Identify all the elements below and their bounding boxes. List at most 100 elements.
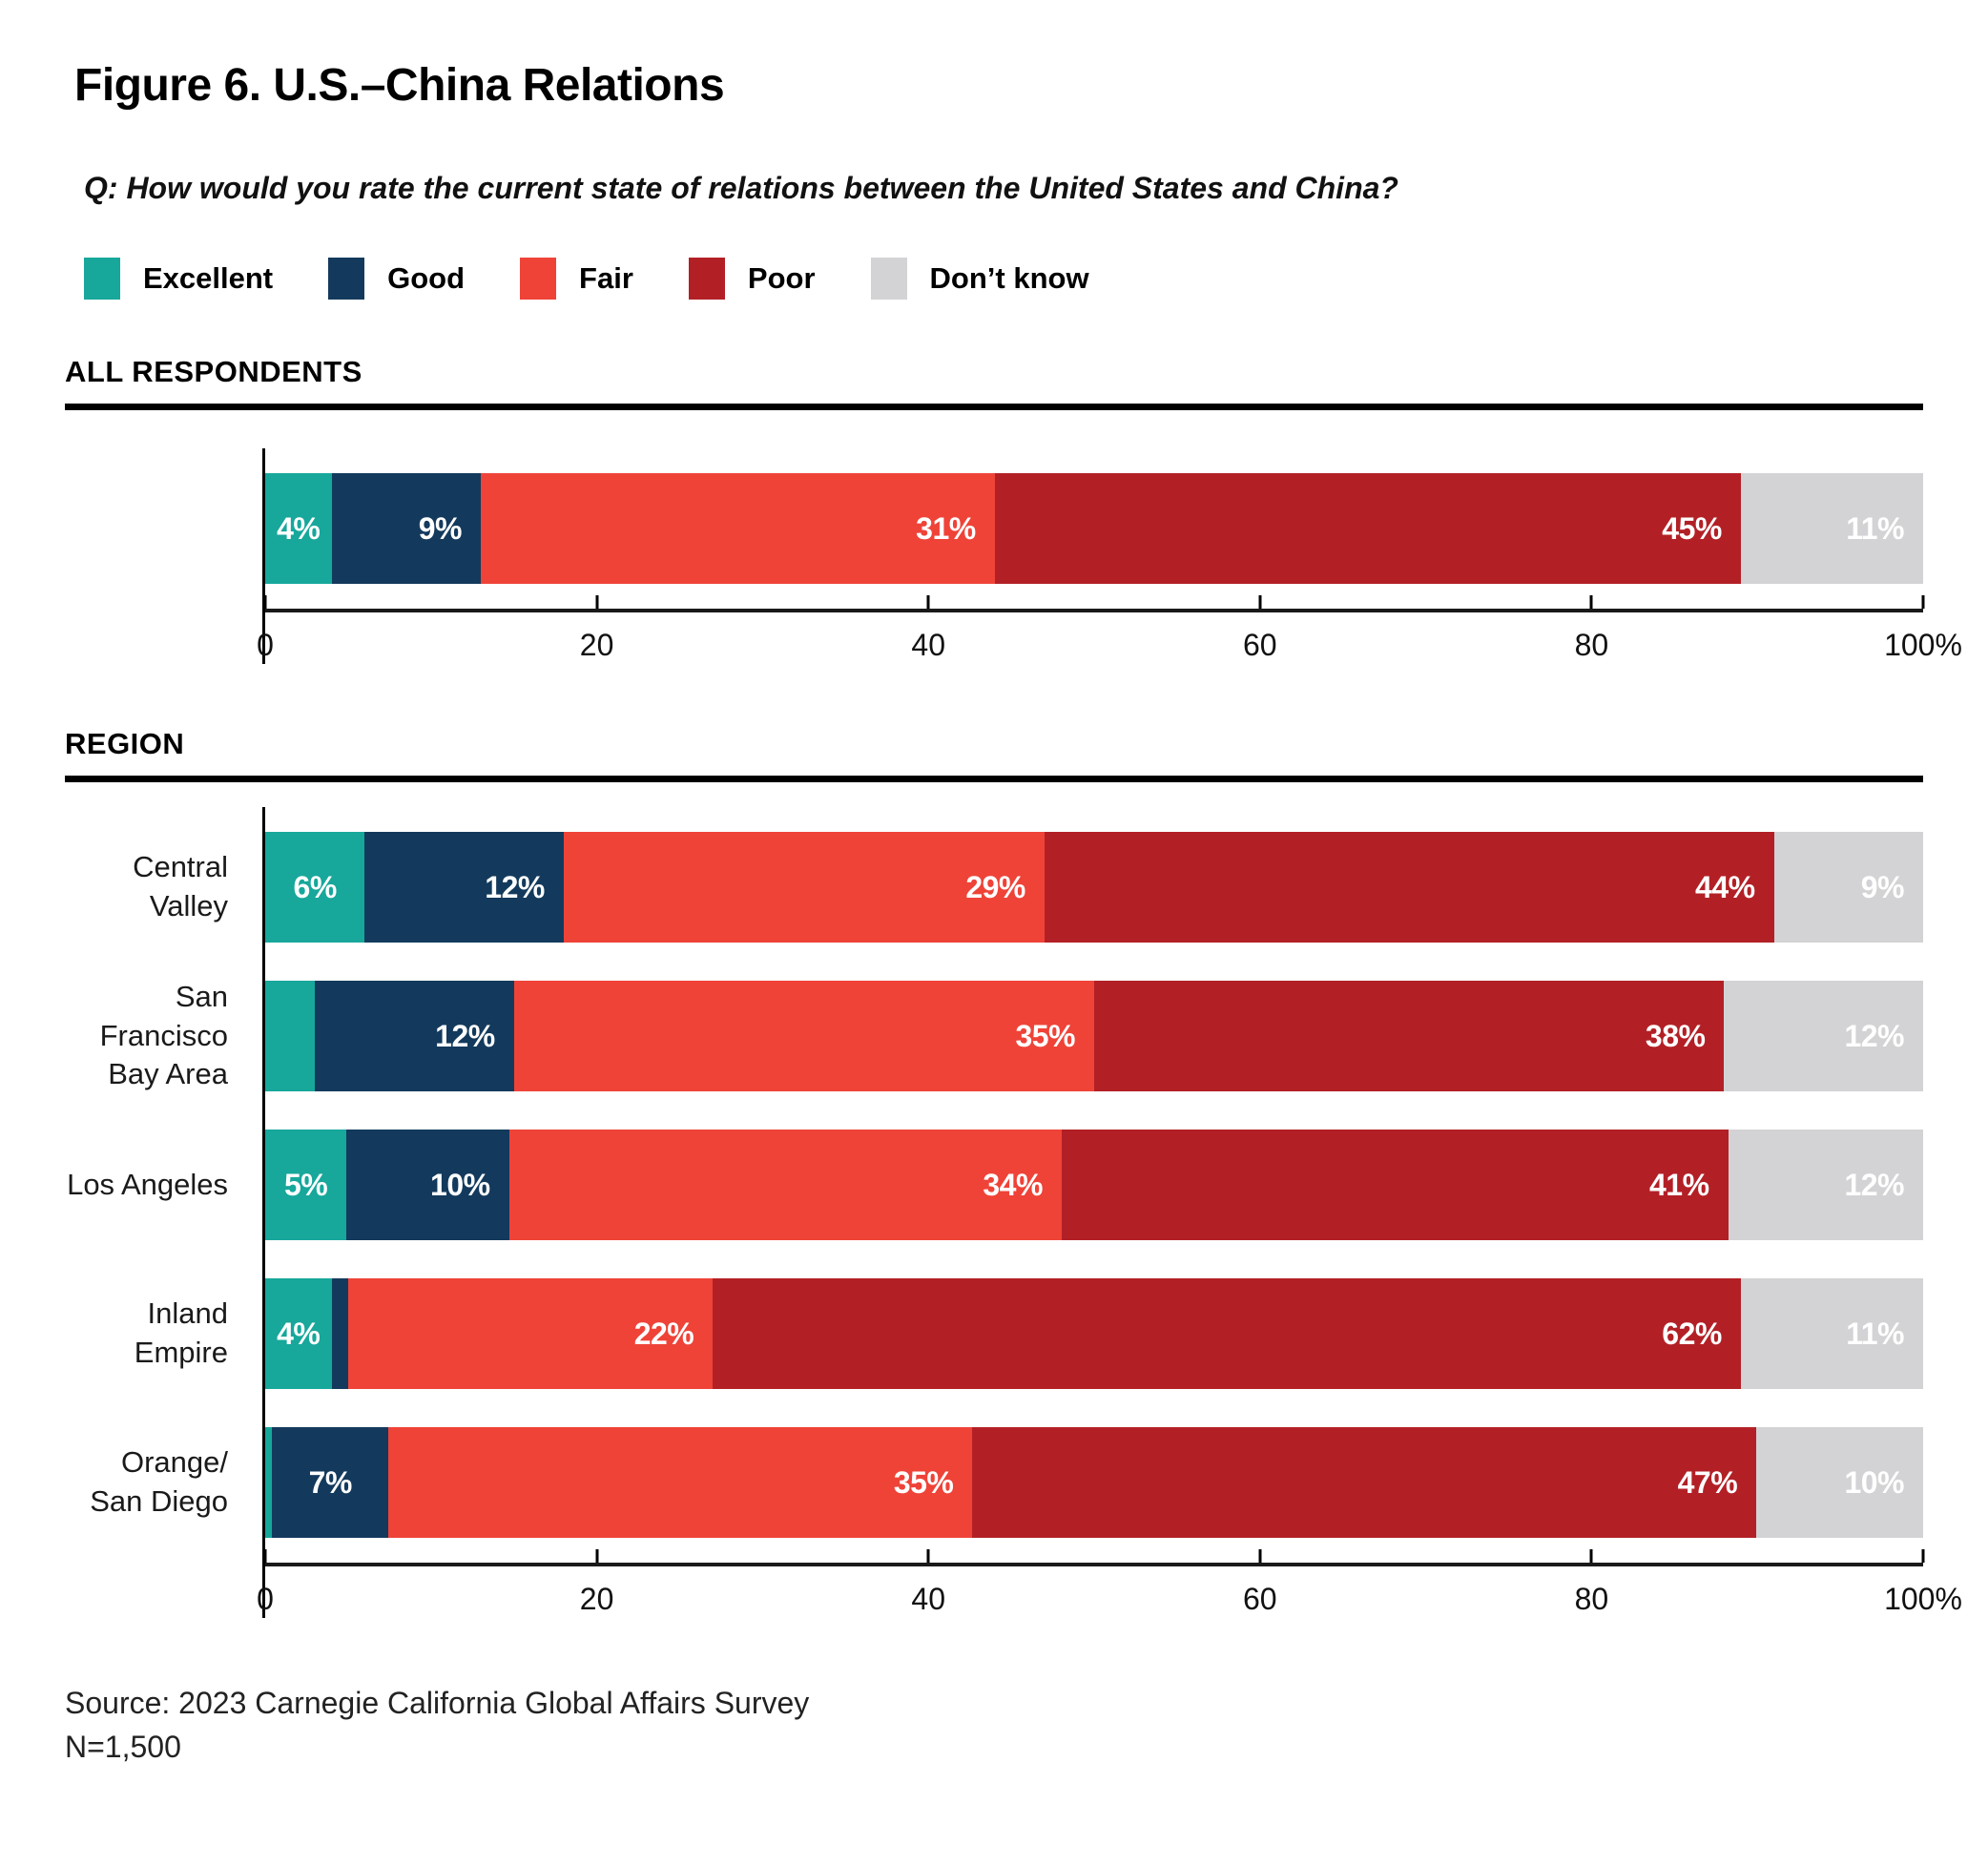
legend-swatch-excellent (84, 258, 120, 300)
bar-segment-good: 7% (272, 1427, 389, 1538)
bar-value-label: 10% (430, 1167, 490, 1202)
bar-value-label: 47% (1677, 1464, 1738, 1500)
stacked-bar: 4% 22% 62% 11% (265, 1278, 1923, 1389)
bar-segment-excellent: 6% (265, 832, 365, 943)
tick-mark (263, 595, 267, 609)
tick-label: 80 (1574, 1582, 1609, 1616)
bar-segment-don-t-know: 10% (1756, 1427, 1923, 1538)
row-label: Central Valley (133, 850, 228, 923)
bar-segment-excellent: 5% (265, 1130, 347, 1240)
bar-segment-fair: 29% (563, 832, 1045, 943)
bar-segment-fair: 22% (347, 1278, 714, 1389)
section-rule (65, 776, 1923, 782)
bar-value-label: 7% (308, 1464, 353, 1500)
tick-mark (1921, 595, 1925, 609)
x-axis-labels: 0 20 40 60 80 100% (257, 1582, 1962, 1618)
bar-segment-good: 9% (331, 473, 481, 584)
bar-value-label: 11% (1846, 1316, 1904, 1351)
bar-segment-don-t-know: 9% (1773, 832, 1923, 943)
figure-title: Figure 6. U.S.–China Relations (74, 60, 725, 111)
bar-segment-fair: 31% (480, 473, 995, 584)
row-label: Inland Empire (134, 1296, 228, 1369)
bar-value-label: 22% (633, 1316, 694, 1351)
bar-value-label: 4% (277, 1316, 321, 1351)
legend-swatch-good (328, 258, 365, 300)
stacked-bar: 7% 35% 47% 10% (265, 1427, 1923, 1538)
tick-mark (926, 595, 930, 609)
bar-value-label: 6% (293, 869, 338, 904)
tick-label: 40 (911, 1582, 945, 1616)
stacked-bar: 12% 35% 38% 12% (265, 981, 1923, 1091)
legend-swatch-poor (688, 258, 725, 300)
bar-segment-good: 12% (315, 981, 514, 1091)
bar-segment-fair: 35% (388, 1427, 973, 1538)
x-axis-labels: 0 20 40 60 80 100% (257, 628, 1962, 664)
chart-label-column (65, 448, 262, 664)
bar-segment-poor: 41% (1061, 1130, 1729, 1240)
bar-value-label: 44% (1695, 869, 1755, 904)
bar-segment-don-t-know: 11% (1740, 1278, 1923, 1389)
bar-segment-don-t-know: 12% (1728, 1130, 1923, 1240)
section-rule (65, 404, 1923, 410)
bar-value-label: 62% (1662, 1316, 1722, 1351)
tick-mark (1258, 595, 1262, 609)
bar-segment-poor: 38% (1094, 981, 1725, 1091)
bar-value-label: 31% (916, 510, 976, 546)
tick-label: 100% (1884, 1582, 1962, 1616)
tick-mark (263, 1549, 267, 1563)
bar-value-label: 12% (1844, 1018, 1904, 1053)
source-note: Source: 2023 Carnegie California Global … (65, 1681, 1923, 1770)
tick-mark (1589, 1549, 1593, 1563)
legend-swatch-fair (520, 258, 557, 300)
row-label (65, 473, 228, 584)
bar-value-label: 10% (1844, 1464, 1904, 1500)
tick-label: 40 (911, 628, 945, 662)
legend-item-fair: Fair (520, 258, 633, 300)
figure-page: Figure 6. U.S.–China Relations Q: How wo… (65, 60, 1962, 1770)
bar-segment-excellent (265, 981, 316, 1091)
section-title-all-respondents: ALL RESPONDENTS (65, 355, 362, 388)
bar-segment-excellent: 4% (265, 1278, 332, 1389)
legend-item-poor: Poor (688, 258, 816, 300)
survey-question: Q: How would you rate the current state … (84, 171, 1398, 205)
bar-segment-fair: 34% (508, 1130, 1062, 1240)
sample-size: N=1,500 (65, 1730, 181, 1765)
legend-label: Poor (747, 261, 816, 295)
bar-value-label: 12% (1844, 1167, 1904, 1202)
section-all-respondents: ALL RESPONDENTS 4% 9% 31% 45% 11% 0 20 40 60 80 10… (65, 355, 1962, 664)
tick-label: 60 (1243, 1582, 1277, 1616)
bar-segment-fair: 35% (513, 981, 1094, 1091)
bar-value-label: 5% (283, 1167, 328, 1202)
bar-segment-poor: 47% (972, 1427, 1757, 1538)
x-axis-line (265, 609, 1923, 612)
chart-plot-area: 6% 12% 29% 44% 9% 12% 35% 38% 12% 5% 10% 34% 41% 12% 4… (257, 807, 1962, 1618)
tick-label: 20 (579, 628, 614, 662)
chart-plot-area: 4% 9% 31% 45% 11% 0 20 40 60 80 100% (257, 448, 1962, 664)
chart-all-respondents: 4% 9% 31% 45% 11% 0 20 40 60 80 100% (65, 448, 1962, 664)
bar-segment-excellent: 4% (265, 473, 332, 584)
tick-label: 20 (579, 1582, 614, 1616)
legend-label: Good (387, 261, 466, 295)
stacked-bar: 6% 12% 29% 44% 9% (265, 832, 1923, 943)
bar-value-label: 35% (893, 1464, 954, 1500)
legend-item-don-t-know: Don’t know (870, 258, 1089, 300)
legend-item-excellent: Excellent (84, 258, 273, 300)
legend-label: Fair (579, 261, 633, 295)
section-title-region: REGION (65, 727, 185, 760)
tick-mark (1258, 1549, 1262, 1563)
bar-segment-don-t-know: 12% (1724, 981, 1923, 1091)
tick-mark (926, 1549, 930, 1563)
legend-item-good: Good (328, 258, 465, 300)
bar-segment-poor: 45% (994, 473, 1741, 584)
bar-segment-excellent (265, 1427, 272, 1538)
bar-value-label: 41% (1648, 1167, 1709, 1202)
x-axis: 0 20 40 60 80 100% (257, 1549, 1962, 1618)
legend: Excellent Good Fair Poor Don’t know (84, 258, 1923, 300)
row-label: San Francisco Bay Area (99, 979, 228, 1091)
tick-label: 100% (1884, 628, 1962, 662)
stacked-bar: 4% 9% 31% 45% 11% (265, 473, 1923, 584)
tick-label: 0 (257, 628, 274, 662)
chart-region: Central Valley San Francisco Bay Area Los … (65, 807, 1962, 1618)
tick-label: 60 (1243, 628, 1277, 662)
legend-label: Don’t know (929, 261, 1089, 295)
